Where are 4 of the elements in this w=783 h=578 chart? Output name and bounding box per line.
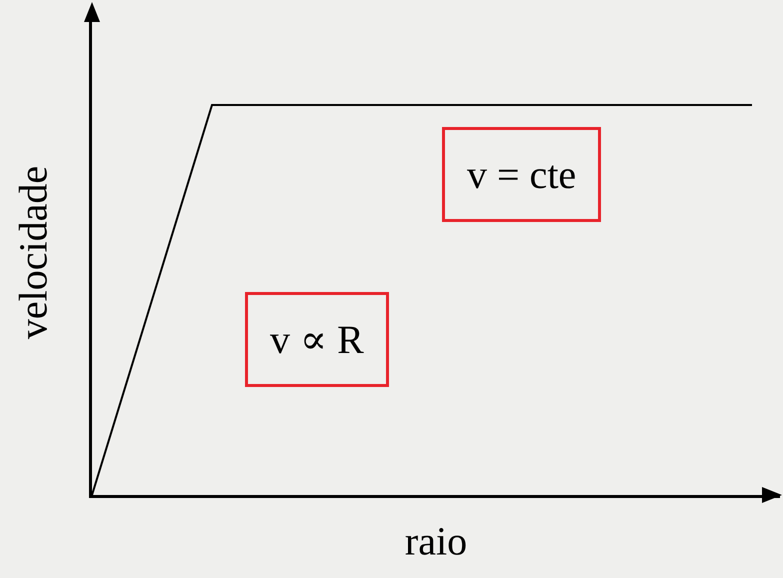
x-axis-title: raio <box>404 518 468 564</box>
annotation: v = cte <box>467 152 576 197</box>
annotation: v ∝ R <box>270 317 364 362</box>
y-axis-title: velocidade <box>10 166 56 340</box>
